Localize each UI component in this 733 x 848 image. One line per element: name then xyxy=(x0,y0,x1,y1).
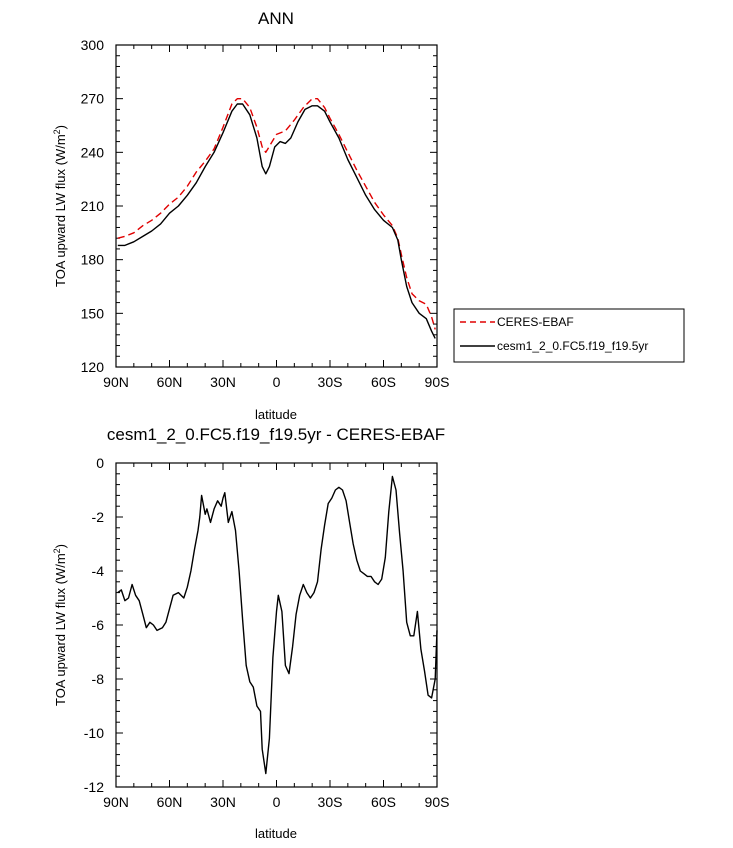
chart-bottom-x-tick-label: 90N xyxy=(103,794,129,810)
legend-box xyxy=(453,308,685,363)
chart-top-frame xyxy=(115,44,438,368)
chart-bottom-ylabel: TOA upward LW flux (W/m2) xyxy=(52,544,68,706)
chart-top-x-tick-label: 30S xyxy=(318,374,343,390)
chart-top-x-tick-label: 30N xyxy=(210,374,236,390)
chart-bottom-plot-area: 90N 60N 30N 0 30S 60S 90S 0 -2 -4 -6 -8 -10 -12 xyxy=(84,455,450,810)
legend-label-cesm: cesm1_2_0.FC5.f19_f19.5yr xyxy=(497,339,648,353)
chart-bottom-y-tick-label: 0 xyxy=(96,455,104,471)
chart-bottom-xlabel: latitude xyxy=(255,826,297,841)
chart-bottom-y-tick-label: -4 xyxy=(92,563,105,579)
chart-top-legend: CERES-EBAF cesm1_2_0.FC5.f19_f19.5yr xyxy=(453,308,685,363)
chart-top-y-tick-label: 180 xyxy=(81,252,105,268)
chart-top-series-line-0 xyxy=(117,98,436,330)
chart-bottom-x-tick-label: 0 xyxy=(273,794,281,810)
chart-bottom-y-tick-label: -8 xyxy=(92,671,105,687)
chart-top-title: ANN xyxy=(258,9,294,28)
chart-bottom-y-tick-label: -6 xyxy=(92,617,105,633)
chart-bottom-x-tick-label: 60N xyxy=(157,794,183,810)
chart-top-x-tick-label: 0 xyxy=(273,374,281,390)
chart-top-series-line-1 xyxy=(117,103,436,339)
legend-label-ceres-ebaf: CERES-EBAF xyxy=(497,315,574,329)
chart-top-y-tick-label: 300 xyxy=(81,37,105,53)
chart-top-x-tick-label: 90N xyxy=(103,374,129,390)
chart-bottom-y-tick-label: -2 xyxy=(92,509,105,525)
chart-top-y-tick-label: 270 xyxy=(81,91,105,107)
chart-bottom-title: cesm1_2_0.FC5.f19_f19.5yr - CERES-EBAF xyxy=(107,425,445,444)
chart-bottom-x-tick-label: 30N xyxy=(210,794,236,810)
chart-bottom-x-tick-label: 60S xyxy=(371,794,396,810)
chart-top-ylabel: TOA upward LW flux (W/m2) xyxy=(52,125,68,287)
chart-top-x-tick-label: 60N xyxy=(157,374,183,390)
chart-top-x-tick-label: 60S xyxy=(371,374,396,390)
chart-bottom-x-tick-label: 90S xyxy=(425,794,450,810)
chart-bottom-y-tick-label: -12 xyxy=(84,779,104,795)
chart-top-x-tick-label: 90S xyxy=(425,374,450,390)
chart-bottom-series-line-0 xyxy=(117,475,438,775)
chart-bottom: cesm1_2_0.FC5.f19_f19.5yr - CERES-EBAF 9… xyxy=(52,425,449,841)
chart-top-y-tick-label: 210 xyxy=(81,198,105,214)
chart-top-xlabel: latitude xyxy=(255,407,297,422)
chart-top-y-tick-label: 120 xyxy=(81,359,105,375)
chart-bottom-x-tick-label: 30S xyxy=(318,794,343,810)
chart-top-y-tick-label: 240 xyxy=(81,144,105,160)
chart-top-y-tick-label: 150 xyxy=(81,305,105,321)
chart-top-plot-area: 90N 60N 30N 0 30S 60S 90S 120 150 180 210 240 270 300 xyxy=(81,37,450,390)
chart-top: ANN 90N 60N 30N 0 30S 60S 90S 120 150 180 210 240 27… xyxy=(52,9,685,422)
chart-bottom-y-tick-label: -10 xyxy=(84,725,104,741)
